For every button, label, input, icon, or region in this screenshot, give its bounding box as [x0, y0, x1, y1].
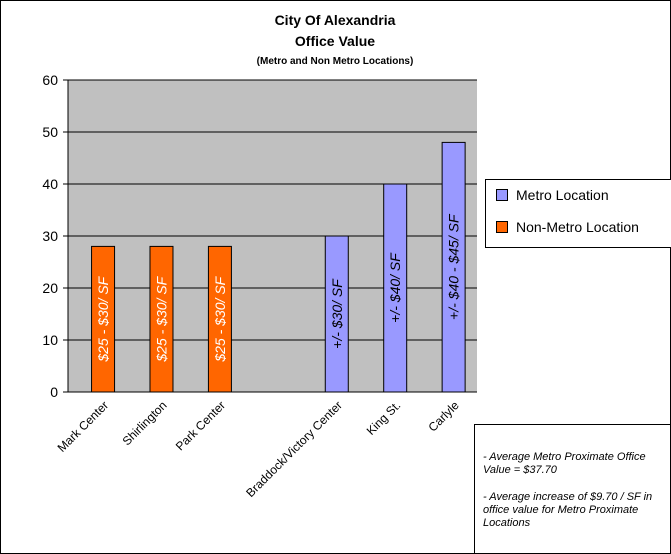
- x-tick-label: Mark Center: [55, 398, 112, 455]
- y-tick-label: 50: [42, 124, 58, 140]
- note-average-value: - Average Metro Proximate Office Value =…: [475, 451, 670, 477]
- y-tick-label: 0: [50, 384, 58, 400]
- legend-item-metro: Metro Location: [496, 187, 609, 203]
- notes-box: - Average Metro Proximate Office Value =…: [474, 424, 671, 554]
- y-tick-label: 30: [42, 228, 58, 244]
- bar-value-label: $25 - $30/ SF: [153, 275, 169, 362]
- x-tick-label: Carlyle: [425, 398, 462, 435]
- legend-label-non-metro: Non-Metro Location: [516, 219, 639, 235]
- x-tick-label: Shirlington: [120, 398, 170, 448]
- bar-value-label: +/- $40 - $45/ SF: [446, 213, 462, 320]
- x-tick-label: King St.: [364, 398, 404, 438]
- bar-value-label: +/- $40/ SF: [387, 252, 403, 323]
- bar-value-label: $25 - $30/ SF: [95, 275, 111, 362]
- y-tick-label: 10: [42, 332, 58, 348]
- legend: Metro Location Non-Metro Location: [485, 179, 671, 248]
- legend-label-metro: Metro Location: [516, 187, 609, 203]
- note-average-increase: - Average increase of $9.70 / SF in offi…: [475, 491, 670, 530]
- legend-swatch-non-metro: [496, 221, 508, 233]
- bar-value-label: $25 - $30/ SF: [212, 275, 228, 362]
- bar-value-label: +/- $30/ SF: [329, 278, 345, 349]
- y-tick-label: 60: [42, 72, 58, 88]
- legend-swatch-metro: [496, 189, 508, 201]
- x-tick-label: Braddock/Victory Center: [243, 398, 345, 500]
- legend-item-non-metro: Non-Metro Location: [496, 219, 639, 235]
- y-tick-label: 40: [42, 176, 58, 192]
- y-tick-label: 20: [42, 280, 58, 296]
- x-tick-label: Park Center: [173, 398, 228, 453]
